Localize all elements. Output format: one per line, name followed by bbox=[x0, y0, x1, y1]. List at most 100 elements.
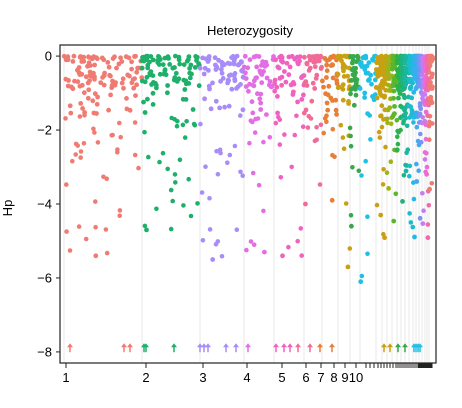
data-point bbox=[334, 78, 340, 83]
data-point bbox=[244, 247, 249, 253]
data-point bbox=[378, 212, 384, 218]
data-point bbox=[156, 54, 161, 59]
data-point bbox=[277, 75, 283, 81]
data-point bbox=[411, 196, 417, 202]
data-point bbox=[94, 111, 99, 116]
data-point bbox=[252, 130, 258, 135]
data-point bbox=[420, 115, 426, 120]
data-point bbox=[335, 71, 341, 77]
data-point bbox=[341, 63, 347, 69]
data-point bbox=[366, 60, 372, 65]
data-point bbox=[388, 121, 394, 127]
data-point bbox=[403, 162, 408, 168]
data-point bbox=[401, 92, 407, 98]
data-point bbox=[287, 64, 293, 70]
data-point bbox=[150, 102, 156, 107]
data-point bbox=[227, 152, 233, 158]
data-point bbox=[248, 239, 254, 244]
data-point bbox=[70, 158, 75, 164]
data-point bbox=[403, 55, 408, 60]
x-tick-label: 6 bbox=[302, 370, 309, 385]
data-point bbox=[64, 182, 69, 187]
data-point bbox=[126, 55, 132, 61]
data-point bbox=[261, 208, 266, 214]
data-point bbox=[274, 84, 280, 90]
data-point bbox=[92, 76, 97, 82]
data-point bbox=[141, 99, 146, 105]
data-point bbox=[340, 86, 346, 92]
data-point bbox=[301, 92, 306, 98]
data-point bbox=[384, 71, 390, 77]
data-point bbox=[254, 53, 259, 59]
data-point bbox=[190, 107, 196, 112]
data-point bbox=[424, 151, 429, 156]
data-point bbox=[380, 85, 385, 90]
data-point bbox=[63, 57, 69, 63]
data-point bbox=[160, 150, 166, 156]
data-point bbox=[399, 114, 404, 120]
data-point bbox=[207, 196, 212, 201]
data-point bbox=[286, 244, 291, 250]
data-point bbox=[345, 264, 351, 270]
data-point bbox=[94, 56, 100, 62]
data-point bbox=[79, 82, 85, 88]
data-point bbox=[384, 170, 390, 175]
data-point bbox=[362, 95, 367, 100]
data-point bbox=[203, 164, 208, 169]
data-point bbox=[119, 80, 125, 86]
data-point bbox=[184, 119, 189, 124]
data-point bbox=[258, 91, 264, 97]
data-point bbox=[229, 86, 235, 92]
data-point bbox=[407, 173, 412, 179]
x-tick-label: 10 bbox=[349, 370, 363, 385]
data-point bbox=[73, 152, 78, 157]
data-point bbox=[259, 80, 265, 86]
data-point bbox=[216, 57, 222, 63]
data-point bbox=[180, 122, 186, 128]
data-point bbox=[187, 75, 193, 81]
data-point bbox=[299, 75, 304, 81]
data-point bbox=[282, 69, 287, 74]
data-point bbox=[350, 58, 356, 63]
data-point bbox=[322, 116, 328, 121]
data-point bbox=[324, 68, 330, 74]
data-point bbox=[425, 222, 431, 227]
data-point bbox=[403, 110, 408, 116]
arrow-head bbox=[143, 343, 149, 348]
data-point bbox=[324, 100, 330, 106]
arrow-head bbox=[307, 343, 313, 348]
data-point bbox=[314, 137, 320, 143]
data-point bbox=[390, 113, 396, 119]
data-point bbox=[94, 101, 100, 107]
data-point bbox=[403, 67, 409, 73]
data-point bbox=[376, 129, 382, 135]
data-point bbox=[77, 114, 83, 119]
data-point bbox=[120, 76, 126, 82]
data-point bbox=[238, 113, 243, 118]
x-tick-label: 1 bbox=[62, 370, 69, 385]
data-point bbox=[363, 53, 369, 59]
data-point bbox=[86, 54, 91, 60]
data-point bbox=[421, 208, 426, 213]
arrow-head bbox=[417, 343, 423, 348]
data-point bbox=[117, 213, 122, 218]
data-point bbox=[238, 82, 243, 87]
data-point bbox=[420, 221, 426, 227]
data-point bbox=[114, 65, 119, 71]
data-point bbox=[280, 253, 285, 259]
data-point bbox=[367, 113, 373, 118]
arrow-head bbox=[317, 343, 323, 348]
arrow-head bbox=[245, 343, 251, 348]
data-point bbox=[234, 86, 239, 91]
data-point bbox=[304, 60, 310, 66]
data-point bbox=[353, 92, 359, 98]
data-point bbox=[392, 104, 397, 109]
data-point bbox=[345, 73, 350, 79]
arrow-head bbox=[121, 343, 127, 348]
data-point bbox=[411, 89, 417, 95]
data-point bbox=[172, 172, 178, 177]
data-point bbox=[86, 87, 92, 93]
data-point bbox=[118, 55, 123, 61]
data-point bbox=[212, 55, 218, 61]
data-point bbox=[95, 140, 101, 145]
